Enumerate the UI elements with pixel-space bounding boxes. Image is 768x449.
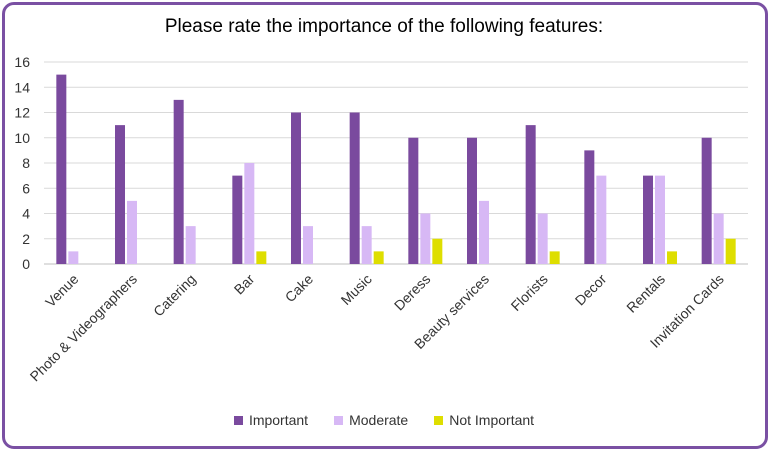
bar-not-important [667, 251, 677, 264]
x-tick-label: Rentals [623, 271, 668, 316]
x-tick-label: Bar [231, 271, 258, 298]
bar-important [291, 112, 301, 264]
bar-important [643, 175, 653, 264]
y-tick-label: 10 [14, 130, 30, 146]
bar-moderate [537, 213, 548, 264]
legend-item-not-important: Not Important [434, 412, 534, 428]
x-tick-label: Decor [572, 271, 610, 309]
y-tick-label: 2 [22, 231, 30, 247]
bar-important [525, 125, 536, 264]
legend-label-not-important: Not Important [449, 412, 535, 428]
bar-moderate [713, 213, 724, 264]
bar-important [232, 175, 243, 264]
legend-item-important: Important [233, 412, 309, 428]
bar-moderate [361, 226, 372, 264]
y-tick-label: 12 [14, 105, 30, 121]
bar-important [408, 137, 419, 264]
bar-moderate [68, 251, 79, 264]
bar-moderate [655, 175, 665, 264]
legend-swatch-not-important [434, 415, 444, 425]
x-tick-label: Photo & Videographers [27, 271, 141, 385]
x-tick-label: Catering [150, 271, 199, 320]
y-tick-label: 14 [14, 79, 30, 95]
bar-moderate [244, 163, 255, 264]
bar-important [56, 74, 67, 264]
y-tick-label: 16 [14, 54, 30, 70]
bar-important [173, 99, 184, 264]
bar-moderate [185, 226, 196, 264]
bar-not-important [549, 251, 560, 264]
x-tick-label: Music [338, 271, 375, 308]
legend-swatch-important [233, 415, 243, 425]
bar-important [349, 112, 360, 264]
bar-not-important [256, 251, 267, 264]
chart-title: Please rate the importance of the follow… [164, 16, 604, 37]
bar-not-important [373, 251, 384, 264]
x-tick-label: Cake [282, 271, 317, 306]
legend-label-important: Important [248, 412, 309, 428]
legend: Important Moderate Not Important [0, 412, 768, 428]
x-tick-label: Venue [42, 271, 82, 311]
bar-moderate [127, 200, 137, 264]
legend-swatch-moderate [334, 415, 344, 425]
bar-important [701, 137, 712, 264]
y-tick-label: 6 [22, 180, 30, 196]
y-tick-label: 8 [22, 155, 30, 171]
y-tick-label: 4 [22, 206, 30, 222]
bar-not-important [432, 238, 443, 264]
bar-moderate [420, 213, 431, 264]
legend-item-moderate: Moderate [334, 412, 408, 428]
bar-moderate [303, 226, 313, 264]
bar-moderate [596, 175, 607, 264]
bar-important [584, 150, 595, 264]
bar-important [115, 125, 125, 264]
legend-label-moderate: Moderate [349, 412, 409, 428]
y-tick-label: 0 [22, 256, 30, 272]
x-tick-label: Florists [508, 271, 551, 314]
bar-important [467, 137, 477, 264]
bar-not-important [725, 238, 736, 264]
x-tick-label: Deress [391, 271, 434, 314]
bar-moderate [479, 200, 489, 264]
